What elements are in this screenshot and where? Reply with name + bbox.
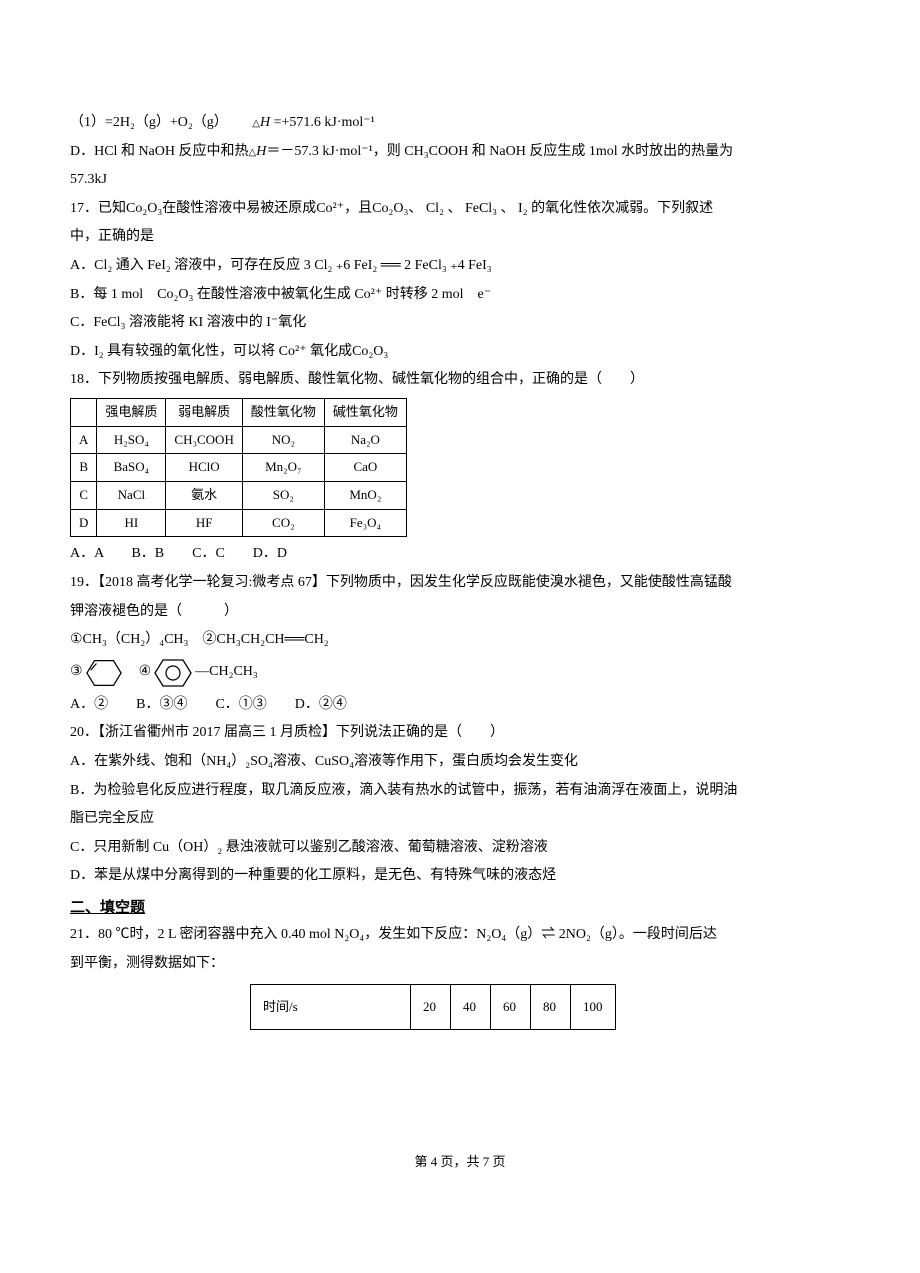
section-2-title: 二、填空题 bbox=[70, 894, 850, 923]
q21-stem1: 21．80 ℃时，2 L 密闭容器中充入 0.40 mol N₂O₄，发生如下反… bbox=[70, 922, 850, 949]
td: CO₂ bbox=[242, 509, 324, 537]
td: 60 bbox=[491, 984, 531, 1030]
td: 氨水 bbox=[166, 482, 242, 510]
td: SO₂ bbox=[242, 482, 324, 510]
th-1: 强电解质 bbox=[97, 398, 166, 426]
q19-item4-num: ④ bbox=[139, 659, 152, 686]
q21-header: 时间/s bbox=[251, 984, 411, 1030]
table-row: D HI HF CO₂ Fe₃O₄ bbox=[71, 509, 407, 537]
td: 80 bbox=[531, 984, 571, 1030]
q20-optB2: 脂已完全反应 bbox=[70, 806, 850, 833]
q18-stem: 18．下列物质按强电解质、弱电解质、酸性氧化物、碱性氧化物的组合中，正确的是（ … bbox=[70, 367, 850, 394]
q20-optD: D．苯是从煤中分离得到的一种重要的化工原料，是无色、有特殊气味的液态烃 bbox=[70, 863, 850, 890]
td: HF bbox=[166, 509, 242, 537]
q19-opts: A．② B．③④ C．①③ D．②④ bbox=[70, 692, 850, 719]
delta-triangle: △ bbox=[252, 118, 260, 129]
td: CaO bbox=[324, 454, 406, 482]
td: CH₃COOH bbox=[166, 426, 242, 454]
q20-optA: A．在紫外线、饱和（NH₄）₂SO₄溶液、CuSO₄溶液等作用下，蛋白质均会发生… bbox=[70, 749, 850, 776]
th-0 bbox=[71, 398, 97, 426]
q19-stem2: 钾溶液褪色的是（ ） bbox=[70, 599, 850, 626]
td: HI bbox=[97, 509, 166, 537]
table-row: A H₂SO₄ CH₃COOH NO₂ Na₂O bbox=[71, 426, 407, 454]
q19-item3-num: ③ bbox=[70, 659, 83, 686]
table-row: 强电解质 弱电解质 酸性氧化物 碱性氧化物 bbox=[71, 398, 407, 426]
q16-optD: D．HCl 和 NaOH 反应中和热△H＝－57.3 kJ·mol⁻¹，则 CH… bbox=[70, 139, 850, 166]
td: B bbox=[71, 454, 97, 482]
q19-item4-tail: —CH₂CH₃ bbox=[195, 659, 258, 686]
td: Na₂O bbox=[324, 426, 406, 454]
delta-h-d: H bbox=[256, 144, 266, 159]
table-row: C NaCl 氨水 SO₂ MnO₂ bbox=[71, 482, 407, 510]
q18-table: 强电解质 弱电解质 酸性氧化物 碱性氧化物 A H₂SO₄ CH₃COOH NO… bbox=[70, 398, 407, 537]
q17-optA: A．Cl₂ 通入 FeI₂ 溶液中，可存在反应 3 Cl₂ ₊6 FeI₂ ══… bbox=[70, 253, 850, 280]
th-4: 碱性氧化物 bbox=[324, 398, 406, 426]
q17-optC: C．FeCl₃ 溶液能将 KI 溶液中的 I⁻氧化 bbox=[70, 310, 850, 337]
q20-optB1: B．为检验皂化反应进行程度，取几滴反应液，滴入装有热水的试管中，振荡，若有油滴浮… bbox=[70, 778, 850, 805]
table-row: B BaSO₄ HClO Mn₂O₇ CaO bbox=[71, 454, 407, 482]
td: NO₂ bbox=[242, 426, 324, 454]
td: H₂SO₄ bbox=[97, 426, 166, 454]
cyclohexene-icon bbox=[85, 656, 123, 690]
q16-val1: =+571.6 kJ·mol⁻¹ bbox=[270, 115, 375, 130]
q17-optB: B．每 1 mol Co₂O₃ 在酸性溶液中被氧化生成 Co²⁺ 时转移 2 m… bbox=[70, 282, 850, 309]
q17-optD: D．I₂ 具有较强的氧化性，可以将 Co²⁺ 氧化成Co₂O₃ bbox=[70, 339, 850, 366]
td: HClO bbox=[166, 454, 242, 482]
td: Mn₂O₇ bbox=[242, 454, 324, 482]
q21-table: 时间/s 20 40 60 80 100 bbox=[250, 984, 616, 1031]
document-body: （1）=2H₂（g）+O₂（g） △H =+571.6 kJ·mol⁻¹ D．H… bbox=[70, 110, 850, 1030]
td: NaCl bbox=[97, 482, 166, 510]
q20-optC: C．只用新制 Cu（OH）₂ 悬浊液就可以鉴别乙酸溶液、葡萄糖溶液、淀粉溶液 bbox=[70, 835, 850, 862]
q19-items34: ③ ④ —CH₂CH₃ bbox=[70, 656, 850, 690]
q16-optD-cont: 57.3kJ bbox=[70, 167, 850, 194]
td: Fe₃O₄ bbox=[324, 509, 406, 537]
td: MnO₂ bbox=[324, 482, 406, 510]
td: D bbox=[71, 509, 97, 537]
q17-stem1: 17．已知Co₂O₃在酸性溶液中易被还原成Co²⁺，且Co₂O₃、 Cl₂ 、 … bbox=[70, 196, 850, 223]
td: C bbox=[71, 482, 97, 510]
page-footer: 第 4 页，共 7 页 bbox=[70, 1150, 850, 1175]
q18-opts: A．A B．B C．C D．D bbox=[70, 541, 850, 568]
q19-items12: ①CH₃（CH₂）₄CH₃ ②CH₃CH₂CH══CH₂ bbox=[70, 627, 850, 654]
q21-stem2: 到平衡，测得数据如下： bbox=[70, 951, 850, 978]
delta-h: H bbox=[260, 115, 270, 130]
td: A bbox=[71, 426, 97, 454]
td: 100 bbox=[571, 984, 616, 1030]
q19-stem1: 19．【2018 高考化学一轮复习:微考点 67】下列物质中，因发生化学反应既能… bbox=[70, 570, 850, 597]
q16-d-val: ＝－57.3 kJ·mol⁻¹，则 CH₃COOH 和 NaOH 反应生成 1m… bbox=[266, 144, 733, 159]
th-2: 弱电解质 bbox=[166, 398, 242, 426]
q20-stem: 20．【浙江省衢州市 2017 届高三 1 月质检】下列说法正确的是（ ） bbox=[70, 720, 850, 747]
td: 20 bbox=[411, 984, 451, 1030]
table-row: 时间/s 20 40 60 80 100 bbox=[251, 984, 616, 1030]
td: BaSO₄ bbox=[97, 454, 166, 482]
q16-d-text: D．HCl 和 NaOH 反应中和热 bbox=[70, 144, 249, 159]
th-3: 酸性氧化物 bbox=[242, 398, 324, 426]
q16-eq1: （1）=2H₂（g）+O₂（g） bbox=[70, 115, 249, 130]
td: 40 bbox=[451, 984, 491, 1030]
benzene-icon bbox=[153, 656, 193, 690]
q17-stem2: 中，正确的是 bbox=[70, 224, 850, 251]
q16-line1: （1）=2H₂（g）+O₂（g） △H =+571.6 kJ·mol⁻¹ bbox=[70, 110, 850, 137]
